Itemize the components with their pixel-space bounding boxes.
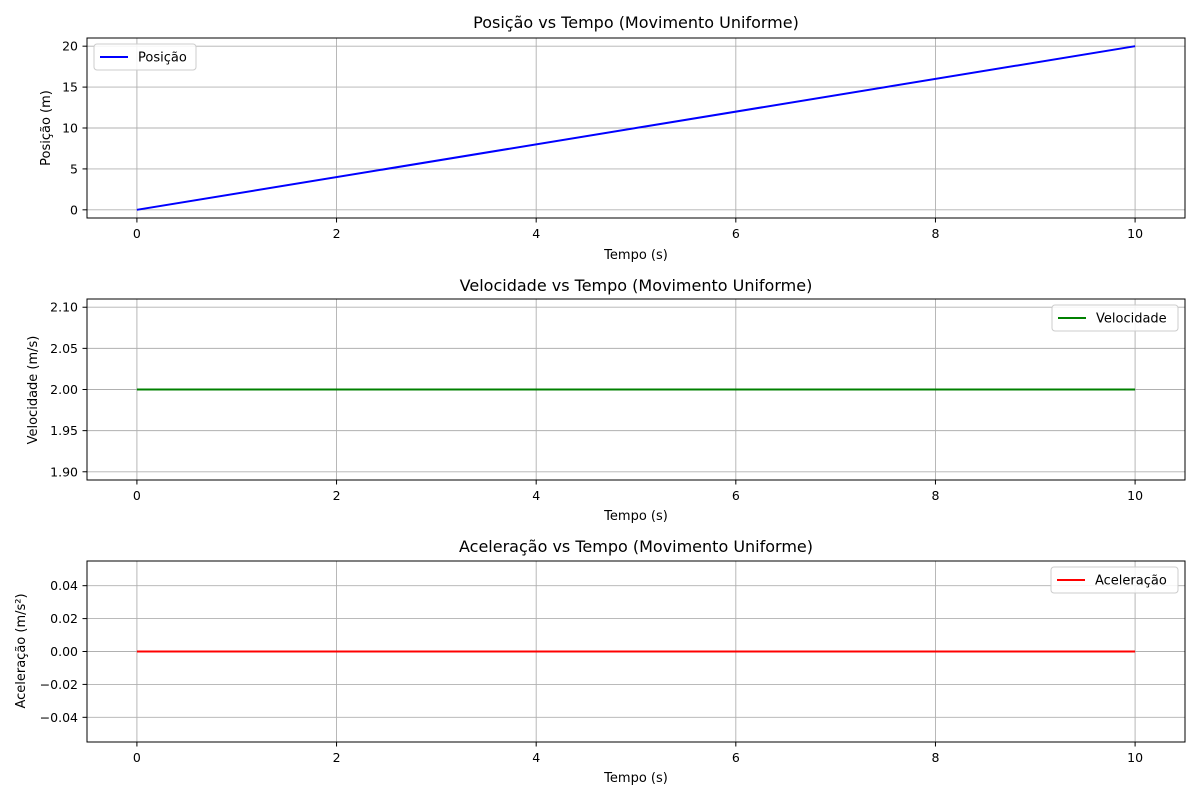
y-tick-label-velocidade: 1.95	[50, 423, 78, 438]
y-tick-label-posicao: 0	[70, 202, 78, 217]
panel-aceleracao: 0 2 4 6 8 10 −0.04 −0.02 0.00 0.02 0.04 Aceleração…	[14, 537, 1186, 786]
y-tick-label-velocidade: 2.00	[50, 382, 78, 397]
x-tick-label-aceleracao: 0	[133, 750, 141, 765]
x-tick-label-velocidade: 4	[532, 488, 540, 503]
y-tick-label-velocidade: 2.10	[50, 300, 78, 315]
y-tick-label-posicao: 5	[70, 161, 78, 176]
y-tick-label-posicao: 10	[62, 121, 78, 136]
x-tick-label-posicao: 0	[133, 226, 141, 241]
legend-posicao: Posição	[93, 43, 197, 71]
x-tick-label-velocidade: 2	[333, 488, 341, 503]
x-tick-label-aceleracao: 8	[931, 750, 939, 765]
x-tick-label-posicao: 6	[732, 226, 740, 241]
x-tick-label-posicao: 10	[1127, 226, 1143, 241]
series-line-posicao	[136, 45, 1136, 211]
y-axis-label-velocidade: Velocidade (m/s)	[26, 336, 41, 445]
legend-velocidade: Velocidade	[1051, 304, 1179, 332]
y-tick-label-aceleracao: −0.02	[40, 677, 78, 692]
x-axis-label-posicao: Tempo (s)	[603, 248, 668, 263]
x-tick-label-aceleracao: 2	[333, 750, 341, 765]
x-axis-label-aceleracao: Tempo (s)	[603, 771, 668, 786]
y-tick-label-posicao: 20	[62, 39, 78, 54]
y-axis-label-aceleracao: Aceleração (m/s²)	[14, 593, 29, 708]
x-axis-label-velocidade: Tempo (s)	[603, 509, 668, 524]
x-tick-label-velocidade: 10	[1127, 488, 1143, 503]
x-tick-label-velocidade: 0	[133, 488, 141, 503]
legend-label-velocidade: Velocidade	[1096, 312, 1167, 327]
x-tick-label-velocidade: 6	[732, 488, 740, 503]
chart-title-aceleracao: Aceleração vs Tempo (Movimento Uniforme)	[459, 537, 813, 556]
x-tick-label-aceleracao: 4	[532, 750, 540, 765]
x-tick-label-posicao: 8	[931, 226, 939, 241]
chart-title-posicao: Posição vs Tempo (Movimento Uniforme)	[473, 13, 799, 32]
y-tick-label-velocidade: 1.90	[50, 464, 78, 479]
panel-velocidade: 0 2 4 6 8 10 1.90 1.95 2.00 2.05 2.10 Velocidade v…	[26, 276, 1186, 524]
x-tick-label-aceleracao: 6	[732, 750, 740, 765]
y-tick-label-posicao: 15	[62, 80, 78, 95]
y-tick-label-aceleracao: 0.04	[50, 578, 78, 593]
panel-posicao: 0 2 4 6 8 10 0 5 10 15 20 Posição vs Tempo (Movime…	[39, 13, 1186, 263]
y-tick-label-velocidade: 2.05	[50, 341, 78, 356]
legend-label-posicao: Posição	[138, 51, 187, 66]
y-tick-label-aceleracao: −0.04	[40, 710, 78, 725]
y-tick-label-aceleracao: 0.00	[50, 644, 78, 659]
y-tick-label-aceleracao: 0.02	[50, 611, 78, 626]
legend-label-aceleracao: Aceleração	[1095, 574, 1167, 589]
x-tick-label-posicao: 4	[532, 226, 540, 241]
chart-title-velocidade: Velocidade vs Tempo (Movimento Uniforme)	[460, 276, 813, 295]
x-tick-label-posicao: 2	[333, 226, 341, 241]
x-tick-label-aceleracao: 10	[1127, 750, 1143, 765]
legend-aceleracao: Aceleração	[1050, 566, 1179, 594]
x-tick-label-velocidade: 8	[931, 488, 939, 503]
y-axis-label-posicao: Posição (m)	[39, 90, 54, 166]
